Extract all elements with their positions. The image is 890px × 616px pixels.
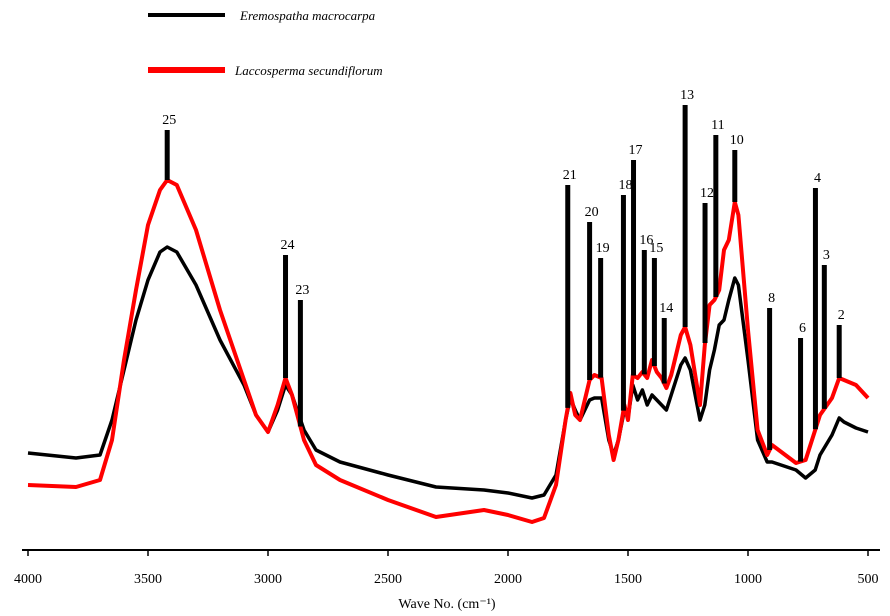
- peak-label: 4: [814, 171, 821, 186]
- x-tick-label: 1500: [614, 572, 642, 587]
- peak-label: 14: [659, 301, 673, 316]
- peak-label: 18: [618, 178, 632, 193]
- peak-label: 16: [639, 233, 653, 248]
- legend-label: Laccosperma secundiflorum: [234, 63, 383, 78]
- peak-label: 19: [596, 241, 610, 256]
- x-axis-label: Wave No. (cm⁻¹): [398, 597, 495, 612]
- peak-label: 24: [281, 238, 295, 253]
- peak-label: 12: [700, 186, 714, 201]
- peak-label: 6: [799, 321, 806, 336]
- spectrum-line: [27, 178, 870, 524]
- x-tick-label: 4000: [14, 572, 42, 587]
- peak-label: 21: [563, 168, 577, 183]
- spectrum-line: [27, 245, 869, 500]
- peak-label: 8: [768, 291, 775, 306]
- x-tick-label: 3500: [134, 572, 162, 587]
- peak-label: 17: [629, 143, 643, 158]
- peak-label: 15: [649, 241, 663, 256]
- x-tick-label: 2500: [374, 572, 402, 587]
- peak-label: 20: [585, 205, 599, 220]
- peak-label: 2: [838, 308, 845, 323]
- peak-label: 10: [730, 133, 744, 148]
- peak-label: 11: [711, 118, 724, 133]
- x-tick-label: 3000: [254, 572, 282, 587]
- peak-label: 13: [680, 88, 694, 103]
- x-tick-label: 2000: [494, 572, 522, 587]
- peak-label: 25: [162, 113, 176, 128]
- legend-label: Eremospatha macrocarpa: [239, 8, 376, 23]
- peak-label: 3: [823, 248, 830, 263]
- peak-label: 23: [295, 283, 309, 298]
- x-tick-label: 500: [858, 572, 879, 587]
- x-tick-label: 1000: [734, 572, 762, 587]
